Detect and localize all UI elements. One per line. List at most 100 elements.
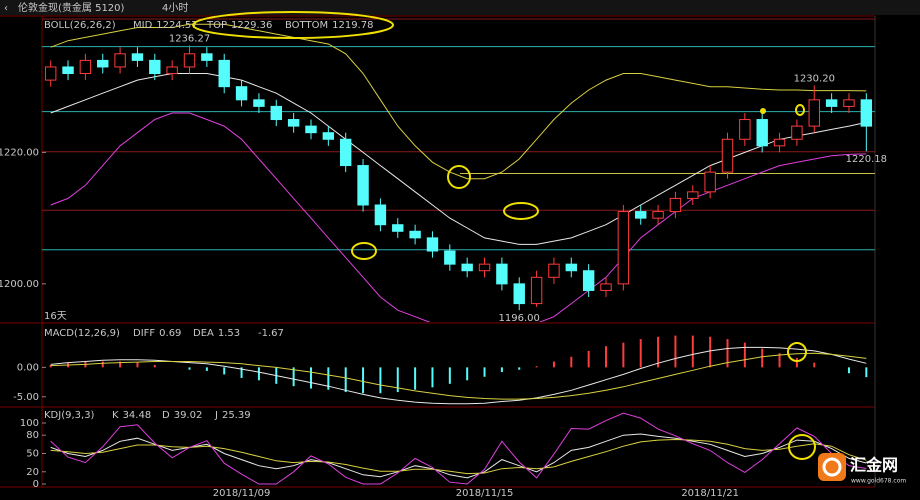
- candle-body: [808, 99, 820, 127]
- indicator-line: [50, 112, 867, 322]
- series-value: 1219.78: [332, 20, 373, 31]
- series-value: 25.39: [222, 410, 251, 421]
- series-name: DIFF: [133, 328, 155, 339]
- series-value: 34.48: [123, 410, 152, 421]
- logo-icon: [818, 453, 846, 481]
- indicator-value: K 34.48: [112, 410, 151, 421]
- candle-body: [357, 165, 369, 206]
- candle-body: [461, 263, 473, 272]
- series-name: TOP: [206, 20, 227, 31]
- candle-body: [565, 263, 578, 272]
- highlight-ellipse: [795, 104, 805, 116]
- candle-body: [131, 53, 144, 61]
- macd-value: -1.67: [258, 328, 284, 339]
- candle-body: [739, 119, 751, 140]
- candle-body: [235, 86, 248, 101]
- instrument-name[interactable]: 伦敦金现(贵金属 5120): [18, 1, 125, 14]
- y-tick-label: 0.00: [17, 362, 39, 373]
- indicator-name: MACD(12,26,9): [44, 328, 120, 339]
- candle-body: [114, 53, 126, 68]
- candle-body: [322, 132, 335, 140]
- candle-body: [687, 191, 699, 199]
- watermark: 汇金网 www.gold678.com: [818, 453, 906, 485]
- indicator-value: DIFF 0.69: [133, 328, 181, 339]
- candle-body: [444, 250, 456, 265]
- candle-body: [860, 99, 873, 127]
- top-bar: [0, 0, 920, 15]
- highlight-dot: [760, 108, 766, 114]
- indicator-line: [50, 346, 867, 405]
- marks-layer: 1220.00 1200.00 1236.27 2018/11/09 2018/11/1…: [0, 18, 887, 499]
- candle-body: [270, 105, 282, 121]
- indicator-line: [50, 352, 867, 400]
- indicator-line: [50, 438, 867, 475]
- indicator-value: DEA 1.53: [193, 328, 240, 339]
- y-tick-label: 1220.00: [0, 147, 39, 158]
- series-value: 39.02: [174, 410, 203, 421]
- candle-body: [721, 138, 734, 173]
- series-value: 0.69: [159, 328, 181, 339]
- series-name: DEA: [193, 328, 214, 339]
- highlight-ellipse: [503, 202, 539, 220]
- indicator-value: J 25.39: [214, 410, 251, 421]
- candle-body: [305, 125, 317, 134]
- candle-body: [617, 211, 630, 285]
- candle-body: [409, 230, 421, 239]
- y-tick-label: -5.00: [13, 392, 39, 403]
- low-label: 1220.18: [846, 154, 887, 165]
- indicator-line: [50, 412, 867, 485]
- x-tick-label: 2018/11/15: [456, 488, 514, 499]
- series-name: K: [112, 410, 119, 421]
- y-tick-label: 20: [26, 467, 39, 478]
- annotations: [192, 11, 816, 460]
- candle-body: [825, 99, 838, 107]
- indicator-value: BOTTOM 1219.78: [285, 20, 373, 31]
- candle-body: [374, 204, 387, 226]
- candle-body: [791, 125, 803, 140]
- y-tick-label: 50: [26, 448, 39, 459]
- period-note: 16天: [44, 311, 67, 322]
- series-value: 1229.36: [231, 20, 272, 31]
- indicator-name: KDJ(9,3,3): [44, 410, 95, 421]
- indicator-value: MID 1224.57: [133, 20, 198, 31]
- candle-body: [44, 66, 57, 81]
- brand: 汇金网: [850, 456, 898, 475]
- candle-body: [339, 138, 352, 167]
- series-name: MID: [133, 20, 153, 31]
- candle-body: [426, 237, 439, 252]
- indicator-value: TOP 1229.36: [206, 20, 272, 31]
- candle-body: [218, 59, 230, 88]
- y-tick-label: 100: [20, 418, 39, 429]
- back-arrow[interactable]: ‹: [4, 3, 8, 14]
- series-value: 1.53: [218, 328, 240, 339]
- series-name: BOTTOM: [285, 20, 328, 31]
- high-label: 1236.27: [169, 33, 210, 44]
- candle-body: [166, 66, 178, 75]
- panel-plot: [50, 412, 867, 485]
- candle-body: [635, 211, 647, 219]
- period-selector[interactable]: 4小时: [162, 2, 188, 14]
- y-tick-label: 80: [26, 430, 39, 441]
- candle-body: [392, 224, 404, 232]
- candle-body: [669, 197, 682, 213]
- candle-body: [201, 53, 213, 61]
- x-tick-label: 2018/11/21: [681, 488, 739, 499]
- candle-body: [704, 171, 716, 193]
- candle-body: [287, 119, 300, 127]
- highlight-ellipse: [788, 434, 816, 460]
- panel-plot: [42, 18, 875, 322]
- indicator-line: [50, 433, 867, 479]
- highlight-ellipse: [447, 165, 471, 189]
- highlight-ellipse: [787, 342, 807, 362]
- candle-body: [652, 211, 664, 219]
- brand-url: www.gold678.com: [851, 478, 906, 485]
- candle-body: [183, 53, 196, 68]
- candle-body: [97, 59, 109, 68]
- indicator-name: BOLL(26,26,2): [44, 20, 116, 31]
- low-label: 1196.00: [499, 313, 540, 324]
- candle-body: [548, 263, 560, 278]
- y-tick-label: 1200.00: [0, 279, 39, 290]
- candle-body: [843, 99, 855, 107]
